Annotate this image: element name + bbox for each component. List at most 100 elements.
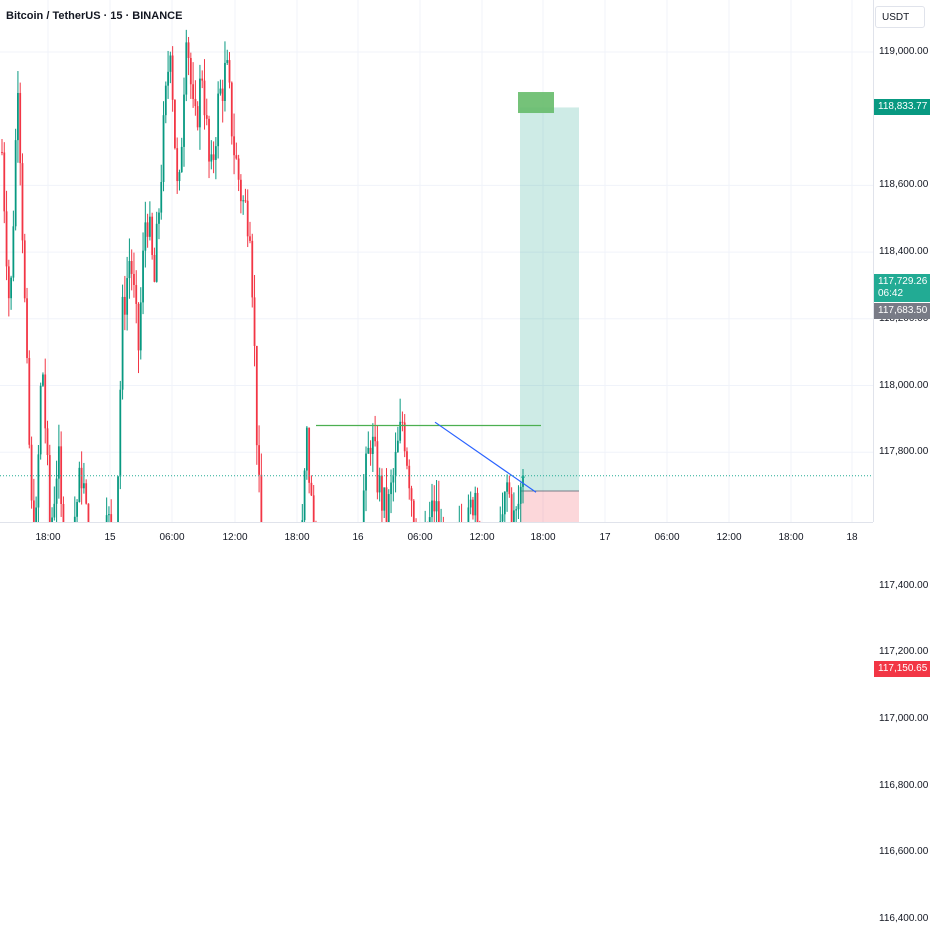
candle-down [410, 488, 413, 501]
price-tick-label: 116,600.00 [879, 846, 929, 858]
candle-up [162, 115, 165, 183]
chart-area[interactable]: Bitcoin / TetherUS · 15 · BINANCE [0, 0, 873, 522]
time-tick-label: 12:00 [222, 532, 248, 543]
candle-up [167, 71, 169, 86]
candle-up [183, 94, 185, 147]
candle-down [62, 504, 65, 522]
candle-down [192, 84, 195, 99]
candle-up [55, 478, 58, 504]
candle-up [512, 510, 515, 522]
time-tick-label: 12:00 [716, 532, 742, 543]
candle-up [160, 182, 163, 213]
entry-label-text: 117,683.50 [878, 305, 928, 316]
price-chart[interactable] [0, 0, 873, 522]
price-tick-label: 117,200.00 [879, 646, 929, 658]
target-label-text: 118,833.77 [878, 101, 928, 113]
candle-up [53, 503, 56, 518]
candle-up [126, 278, 129, 315]
candle-down [130, 261, 133, 274]
candle-up [169, 55, 172, 72]
candle-up [435, 501, 438, 512]
candle-up [431, 500, 433, 518]
candle-up [35, 507, 38, 522]
price-tick-label: 118,000.00 [879, 379, 929, 391]
candle-up [51, 517, 53, 522]
candle-up [367, 447, 370, 454]
candle-up [499, 521, 502, 522]
price-tick-label: 117,800.00 [879, 446, 929, 458]
stop-label-text: 117,150.65 [878, 662, 928, 674]
time-tick-label: 17 [599, 532, 611, 543]
candle-down [7, 266, 10, 299]
candle-down [48, 455, 51, 522]
candle-up [164, 85, 167, 116]
candle-down [312, 495, 315, 522]
time-tick-label: 18 [846, 532, 858, 543]
target-marker [518, 92, 554, 114]
candle-down [208, 118, 210, 162]
stop-price-badge: 117,150.65 [874, 660, 930, 677]
candle-down [472, 499, 474, 516]
candle-down [374, 436, 377, 442]
candle-up [226, 60, 229, 63]
candle-up [178, 172, 181, 182]
candle-up [515, 509, 518, 511]
candle-down [205, 115, 208, 119]
time-axis[interactable] [0, 522, 873, 551]
candle-down [230, 82, 233, 137]
candle-down [1, 152, 3, 154]
candle-up [362, 490, 365, 522]
candle-down [174, 99, 176, 149]
candle-up [301, 520, 304, 522]
candle-up [139, 302, 142, 351]
price-tick-label: 116,400.00 [879, 913, 929, 925]
candle-down [194, 98, 197, 107]
price-axis[interactable] [873, 0, 932, 522]
candle-up [467, 507, 470, 522]
candle-up [392, 474, 395, 483]
candle-up [365, 453, 367, 491]
candle-up [17, 92, 19, 141]
candle-down [437, 501, 440, 522]
candle-down [135, 284, 138, 304]
candle-up [155, 223, 158, 282]
candle-up [76, 501, 78, 517]
time-tick-label: 18:00 [35, 532, 61, 543]
candle-down [253, 297, 256, 346]
candle-down [153, 254, 156, 282]
candle-down [196, 106, 199, 128]
candle-down [3, 152, 6, 212]
entry-price-badge: 117,683.50 [874, 303, 930, 319]
last-price-label-text: 117,729.26 [878, 276, 928, 287]
candle-down [221, 88, 224, 101]
candle-down [246, 200, 249, 237]
candle-up [506, 482, 508, 492]
candle-down [376, 441, 379, 493]
candle-up [303, 470, 306, 521]
candle-down [403, 422, 406, 452]
candle-down [251, 240, 254, 298]
candle-down [244, 200, 247, 202]
time-tick-label: 06:00 [654, 532, 680, 543]
candle-down [146, 222, 149, 237]
candle-up [396, 440, 399, 452]
candle-down [255, 345, 258, 446]
candle-down [123, 296, 126, 315]
currency-button[interactable]: USDT [875, 6, 925, 28]
candle-down [171, 55, 174, 100]
candle-up [78, 467, 81, 502]
candle-down [19, 92, 22, 164]
symbol-title[interactable]: Bitcoin / TetherUS · 15 · BINANCE [6, 10, 183, 22]
candle-up [199, 78, 201, 128]
candle-down [239, 179, 242, 202]
time-tick-label: 18:00 [284, 532, 310, 543]
time-tick-label: 18:00 [778, 532, 804, 543]
candle-down [44, 374, 47, 429]
candle-up [214, 146, 217, 160]
candle-down [408, 465, 411, 489]
candle-down [433, 500, 436, 512]
time-tick-label: 16 [352, 532, 364, 543]
candle-up [428, 517, 431, 522]
time-tick-label: 06:00 [407, 532, 433, 543]
candle-up [117, 476, 119, 522]
